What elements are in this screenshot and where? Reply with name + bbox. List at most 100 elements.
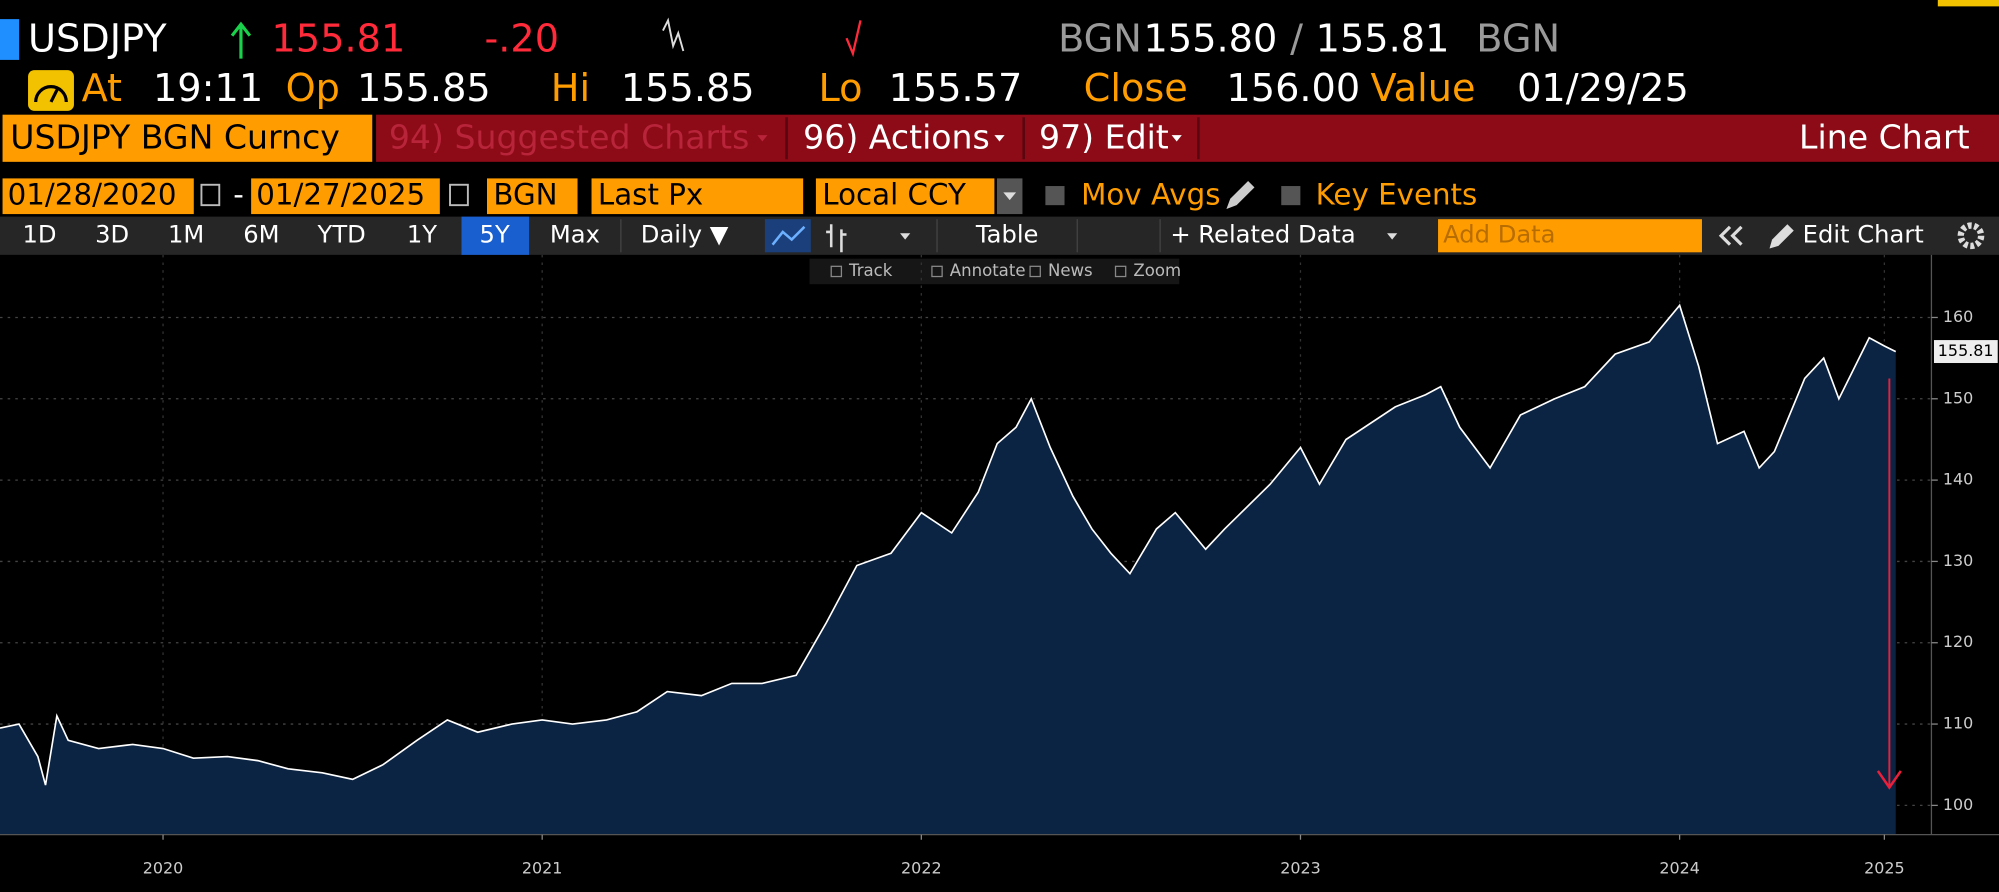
low-label: Lo [818, 67, 862, 111]
frequency[interactable]: Daily ▼ [641, 221, 729, 249]
calendar-icon[interactable] [449, 183, 469, 207]
gauge-needle [34, 85, 68, 103]
at-label: At [82, 67, 122, 111]
caret [994, 135, 1005, 142]
x-tick-label: 2020 [143, 859, 184, 878]
period-button[interactable]: 6M [243, 221, 279, 249]
ticker: USDJPY [28, 17, 167, 61]
line-icon [771, 225, 806, 246]
period-button[interactable]: 3D [95, 221, 129, 249]
currency[interactable]: Local CCY [822, 178, 966, 212]
net-change: -.20 [484, 17, 559, 61]
field[interactable]: Last Px [598, 178, 703, 212]
arrow-head [1876, 770, 1902, 790]
collapse-icon[interactable] [1718, 225, 1743, 246]
start-date-box[interactable] [2, 178, 194, 215]
source-box[interactable] [487, 178, 578, 215]
period-button[interactable]: 1M [168, 221, 204, 249]
y-tick-label: 110 [1943, 714, 1973, 733]
value-date: 01/29/25 [1517, 67, 1689, 111]
settings-icon[interactable] [1957, 222, 1985, 250]
add-data-box[interactable] [1438, 219, 1702, 253]
bar-icon[interactable] [826, 224, 847, 253]
menu-bar [376, 114, 1999, 162]
chart-kind: Line Chart [1799, 117, 1970, 156]
sparkline-icon [662, 17, 685, 52]
x-tick-label: 2021 [522, 859, 563, 878]
security[interactable]: USDJPY BGN Curncy [10, 117, 340, 156]
suggested-charts[interactable]: 94) Suggested Charts [389, 117, 750, 156]
period-button[interactable]: YTD [317, 221, 366, 249]
tool-icon[interactable] [1114, 265, 1127, 278]
period-button[interactable]: 1Y [407, 221, 437, 249]
mov-avgs[interactable]: Mov Avgs [1081, 178, 1220, 212]
plot-area [0, 254, 1932, 835]
last-value-label: 155.81 [1938, 341, 1994, 360]
caret[interactable] [900, 233, 911, 240]
area-fill [0, 305, 1896, 835]
last-price: 155.81 [272, 17, 406, 61]
high: 155.85 [621, 67, 755, 111]
x-tick-label: 2022 [901, 859, 942, 878]
checkbox[interactable] [1045, 186, 1065, 206]
tool-icon[interactable] [1029, 265, 1041, 278]
bid-source: BGN [1058, 17, 1142, 61]
y-tick-label: 160 [1943, 307, 1973, 326]
table-button[interactable]: Table [975, 221, 1039, 249]
key-events[interactable]: Key Events [1316, 178, 1478, 212]
y-tick-label: 150 [1943, 388, 1973, 407]
period-button[interactable]: 5Y [480, 221, 510, 249]
period-button[interactable]: Max [550, 221, 600, 249]
corner-marker [1937, 0, 1999, 7]
calendar-icon[interactable] [200, 183, 221, 207]
ask: 155.81 [1316, 17, 1450, 61]
y-tick-label: 130 [1943, 551, 1973, 570]
field-box[interactable] [591, 178, 804, 215]
date-dash: - [233, 178, 244, 212]
axes: 100 110 120 130 140 150 160 2020 2021 2022 2023 202… [0, 254, 1999, 878]
start-date[interactable]: 01/28/2020 [8, 178, 177, 212]
alert-icon [845, 20, 862, 58]
separator: / [1290, 17, 1303, 61]
annotation-arrow [1876, 378, 1902, 790]
tool-button[interactable]: News [1048, 261, 1093, 280]
related-data[interactable]: + Related Data [1170, 221, 1355, 249]
tool-icon[interactable] [830, 265, 843, 278]
pencil-icon[interactable] [1226, 180, 1255, 209]
price-line [0, 303, 1897, 786]
gauge-icon [28, 70, 74, 111]
source[interactable]: BGN [493, 178, 557, 212]
edit-menu[interactable]: 97) Edit [1039, 117, 1169, 156]
x-tick-label: 2025 [1864, 859, 1905, 878]
security-box[interactable] [2, 114, 373, 162]
focus-marker [0, 19, 20, 60]
pencil-icon [1769, 224, 1794, 249]
edit-chart[interactable]: Edit Chart [1803, 221, 1924, 249]
time: 19:11 [153, 67, 263, 111]
low: 155.57 [889, 67, 1023, 111]
close-label: Close [1084, 67, 1188, 111]
checkbox[interactable] [1281, 186, 1301, 206]
actions-menu[interactable]: 96) Actions [803, 117, 990, 156]
x-tick-label: 2023 [1280, 859, 1321, 878]
active-period[interactable] [461, 216, 530, 255]
end-date[interactable]: 01/27/2025 [256, 178, 425, 212]
add-data-placeholder[interactable]: Add Data [1443, 221, 1555, 249]
up-arrow-icon [230, 21, 252, 59]
period-buttons: 1D 3D 1M 6M YTD 1Y 5Y Max [22, 221, 600, 249]
chart-tools [809, 258, 1180, 285]
tool-button[interactable]: Annotate [950, 261, 1026, 280]
tool-button[interactable]: Track [848, 261, 893, 280]
open-label: Op [286, 67, 340, 111]
currency-box[interactable] [815, 178, 995, 215]
tool-icon[interactable] [931, 265, 943, 278]
tool-button[interactable]: Zoom [1133, 261, 1181, 280]
end-date-box[interactable] [251, 178, 440, 215]
bid: 155.80 [1144, 17, 1278, 61]
period-button[interactable]: 1D [22, 221, 56, 249]
y-tick-label: 140 [1943, 470, 1973, 489]
last-value-tag [1933, 340, 1998, 364]
open: 155.85 [357, 67, 491, 111]
